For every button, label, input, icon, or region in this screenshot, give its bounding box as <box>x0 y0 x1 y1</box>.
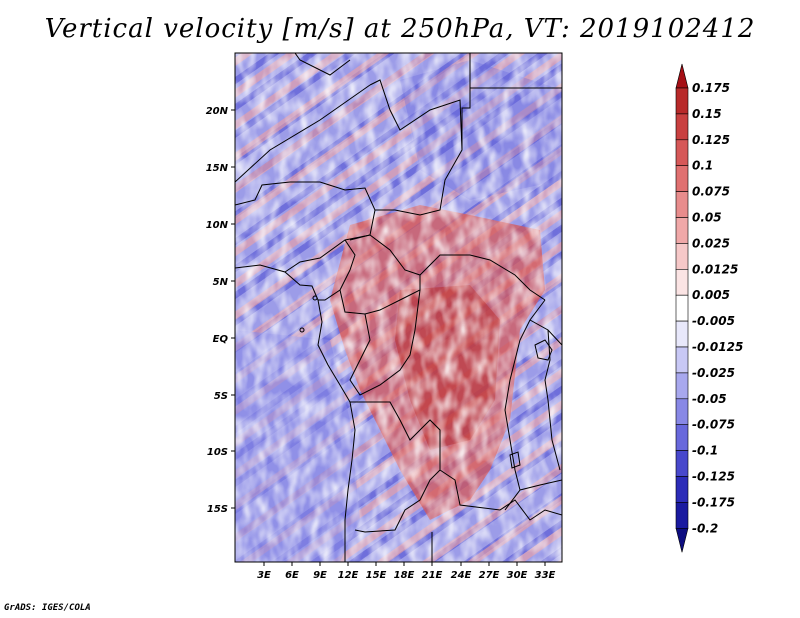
colorbar-level-label: 0.025 <box>692 236 730 250</box>
colorbar-swatch <box>675 217 689 244</box>
colorbar-level-label: 0.15 <box>692 107 722 121</box>
colorbar-level-label: 0.05 <box>692 211 722 225</box>
lon-tick-label: 27E <box>479 570 500 581</box>
grads-credit: GrADS: IGES/COLA <box>4 603 91 613</box>
lat-tick-label: 10N <box>206 220 229 231</box>
colorbar-swatch <box>675 476 689 503</box>
colorbar-level-label: 0.0125 <box>692 262 738 276</box>
lat-tick-label: 10S <box>207 447 228 458</box>
colorbar-level-label: -0.125 <box>692 470 735 484</box>
colorbar-swatch <box>675 268 689 296</box>
lon-tick-label: 3E <box>257 570 271 581</box>
lon-tick-label: 12E <box>338 570 359 581</box>
lat-tick-label: 15N <box>206 163 229 174</box>
colorbar-top-arrow <box>675 63 689 89</box>
colorbar-level-label: -0.005 <box>692 314 735 328</box>
colorbar-level-label: 0.075 <box>692 185 730 199</box>
map-title: Vertical velocity [m/s] at 250hPa, VT: 2… <box>44 14 756 44</box>
lon-tick-label: 30E <box>507 570 528 581</box>
lon-tick-label: 15E <box>366 570 387 581</box>
colorbar-level-label: -0.05 <box>692 392 727 406</box>
colorbar-level-label: -0.075 <box>692 418 735 432</box>
map-frame <box>234 52 563 563</box>
lat-axis: 20N 15N 10N 5N EQ 5S 10S 15S <box>206 106 235 515</box>
lat-tick-label: EQ <box>213 334 229 345</box>
colorbar-level-label: -0.0125 <box>692 340 743 354</box>
colorbar-swatch <box>675 372 689 400</box>
lon-axis: 3E 6E 9E 12E 15E 18E 21E 24E 27E 30E 33E <box>257 562 556 581</box>
colorbar-bottom-arrow <box>675 528 689 553</box>
lon-tick-label: 33E <box>535 570 556 581</box>
colorbar-swatch <box>675 243 689 270</box>
colorbar-swatch <box>675 450 689 477</box>
colorbar-swatch <box>675 320 689 348</box>
country-borders <box>235 53 562 562</box>
colorbar-level-label: 0.1 <box>692 159 713 173</box>
lon-tick-label: 6E <box>285 570 299 581</box>
lon-tick-label: 24E <box>451 570 472 581</box>
colorbar-swatch <box>675 424 689 451</box>
lat-tick-label: 5S <box>214 391 228 402</box>
colorbar-swatch <box>675 87 689 115</box>
lon-tick-label: 21E <box>422 570 443 581</box>
colorbar: 0.175 0.15 0.125 0.1 0.075 0.05 0.025 0.0125 0.0… <box>675 63 743 553</box>
lon-tick-label: 18E <box>394 570 415 581</box>
colorbar-level-label: -0.175 <box>692 495 735 509</box>
colorbar-swatch <box>675 113 689 141</box>
colorbar-level-label: -0.2 <box>692 521 718 535</box>
lat-tick-label: 20N <box>206 106 229 117</box>
colorbar-level-label: -0.1 <box>692 444 718 458</box>
colorbar-level-label: -0.025 <box>692 366 735 380</box>
colorbar-swatch <box>675 191 689 218</box>
colorbar-swatch <box>675 502 689 529</box>
lat-tick-label: 5N <box>213 277 229 288</box>
colorbar-swatch <box>675 165 689 192</box>
lat-tick-label: 15S <box>207 504 228 515</box>
colorbar-swatch <box>675 139 689 167</box>
colorbar-level-label: 0.175 <box>692 81 730 95</box>
map-panel <box>235 53 562 562</box>
colorbar-level-label: 0.005 <box>692 288 730 302</box>
colorbar-swatch <box>675 294 689 322</box>
colorbar-swatch <box>675 346 689 374</box>
colorbar-level-label: 0.125 <box>692 133 730 147</box>
colorbar-swatch <box>675 398 689 425</box>
lon-tick-label: 9E <box>313 570 327 581</box>
